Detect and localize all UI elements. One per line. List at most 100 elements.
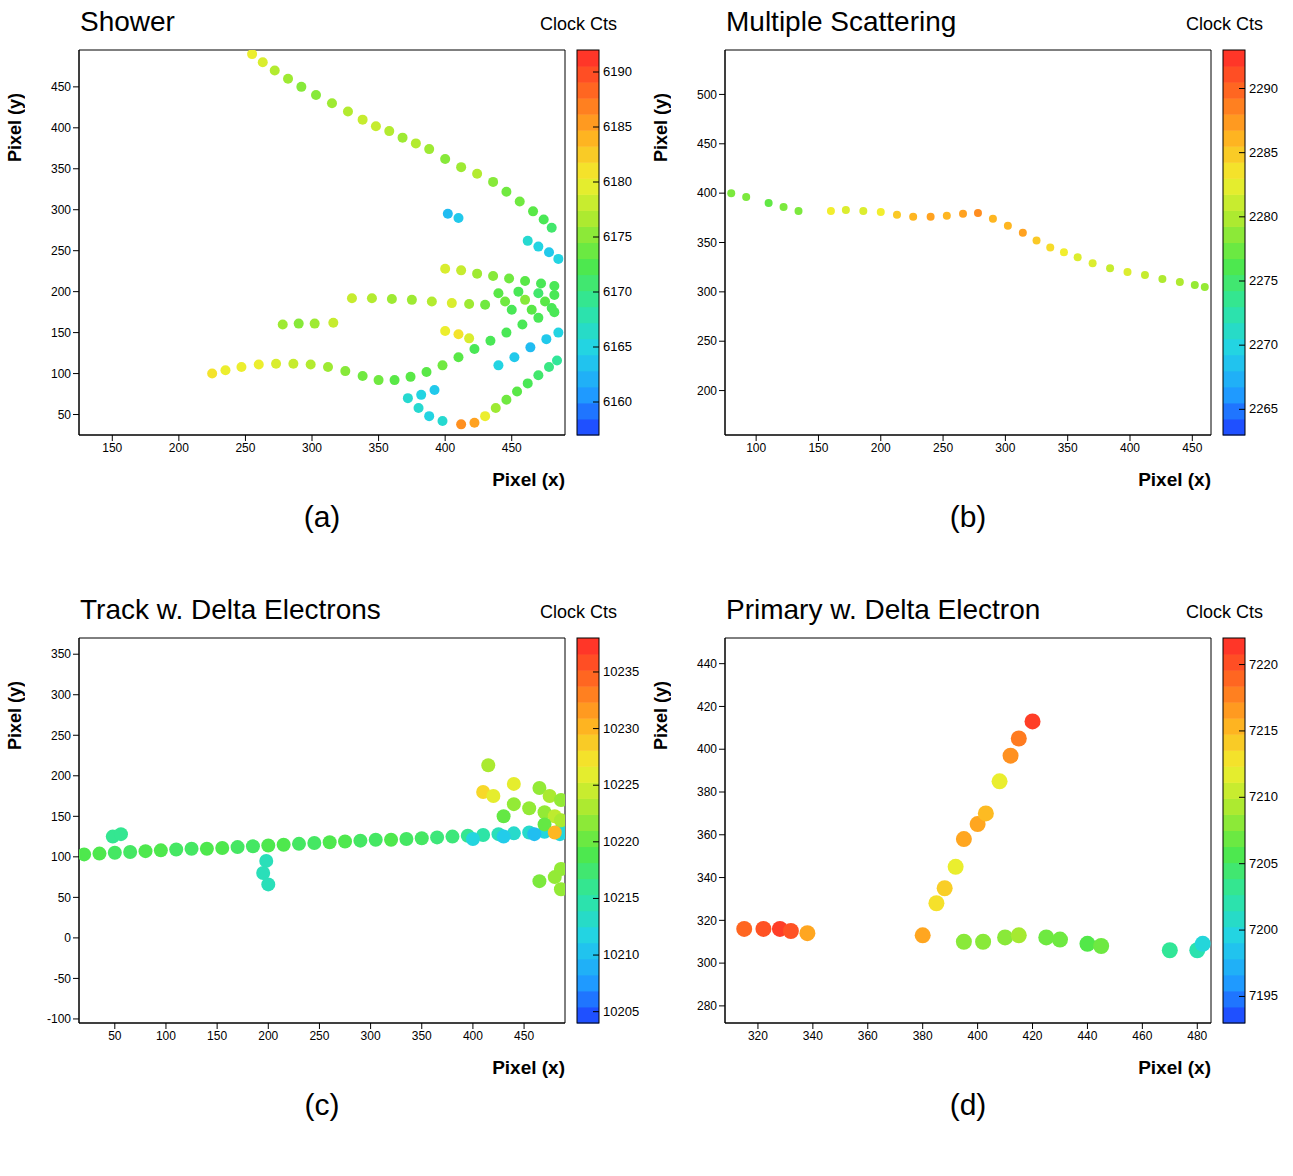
svg-text:460: 460	[1132, 1029, 1152, 1043]
svg-text:7200: 7200	[1249, 922, 1278, 937]
svg-text:2280: 2280	[1249, 209, 1278, 224]
svg-text:2290: 2290	[1249, 81, 1278, 96]
svg-text:150: 150	[51, 810, 71, 824]
svg-text:320: 320	[748, 1029, 768, 1043]
svg-text:400: 400	[463, 1029, 483, 1043]
svg-text:150: 150	[808, 441, 828, 455]
svg-text:250: 250	[235, 441, 255, 455]
svg-text:200: 200	[51, 285, 71, 299]
svg-text:-100: -100	[47, 1012, 71, 1026]
svg-text:380: 380	[913, 1029, 933, 1043]
html-text:(c): (c)	[304, 1088, 340, 1121]
svg-text:100: 100	[746, 441, 766, 455]
svg-text:250: 250	[51, 729, 71, 743]
svg-text:420: 420	[697, 700, 717, 714]
svg-text:300: 300	[697, 956, 717, 970]
svg-text:10210: 10210	[603, 947, 639, 962]
svg-text:2285: 2285	[1249, 145, 1278, 160]
svg-text:6175: 6175	[603, 229, 632, 244]
svg-text:10215: 10215	[603, 890, 639, 905]
svg-text:7220: 7220	[1249, 657, 1278, 672]
svg-text:320: 320	[697, 914, 717, 928]
svg-text:2265: 2265	[1249, 401, 1278, 416]
svg-text:300: 300	[995, 441, 1015, 455]
svg-text:7210: 7210	[1249, 789, 1278, 804]
svg-text:300: 300	[697, 285, 717, 299]
svg-text:7195: 7195	[1249, 988, 1278, 1003]
svg-text:440: 440	[697, 657, 717, 671]
svg-text:350: 350	[697, 236, 717, 250]
svg-text:200: 200	[697, 384, 717, 398]
svg-text:350: 350	[1058, 441, 1078, 455]
html-text:(b): (b)	[949, 500, 987, 533]
svg-text:250: 250	[309, 1029, 329, 1043]
svg-text:400: 400	[968, 1029, 988, 1043]
svg-text:400: 400	[697, 742, 717, 756]
svg-text:150: 150	[51, 326, 71, 340]
svg-text:50: 50	[58, 408, 72, 422]
svg-text:450: 450	[51, 80, 71, 94]
svg-text:200: 200	[169, 441, 189, 455]
svg-text:340: 340	[803, 1029, 823, 1043]
svg-text:300: 300	[302, 441, 322, 455]
svg-text:100: 100	[51, 367, 71, 381]
svg-text:400: 400	[697, 186, 717, 200]
html-text:(d): (d)	[949, 1088, 987, 1121]
svg-text:450: 450	[1182, 441, 1202, 455]
svg-text:250: 250	[933, 441, 953, 455]
svg-text:350: 350	[369, 441, 389, 455]
svg-text:-50: -50	[54, 972, 72, 986]
html-text:Multiple Scattering: Multiple Scattering	[726, 6, 957, 37]
svg-text:400: 400	[51, 121, 71, 135]
svg-text:10220: 10220	[603, 834, 639, 849]
svg-text:420: 420	[1023, 1029, 1043, 1043]
svg-text:10205: 10205	[603, 1004, 639, 1019]
svg-text:500: 500	[697, 88, 717, 102]
html-text:Shower: Shower	[80, 6, 175, 37]
svg-text:10235: 10235	[603, 664, 639, 679]
svg-text:340: 340	[697, 871, 717, 885]
svg-text:6160: 6160	[603, 394, 632, 409]
svg-text:200: 200	[871, 441, 891, 455]
svg-text:350: 350	[51, 162, 71, 176]
svg-text:250: 250	[697, 334, 717, 348]
svg-text:6185: 6185	[603, 119, 632, 134]
svg-text:200: 200	[51, 769, 71, 783]
svg-text:400: 400	[435, 441, 455, 455]
svg-text:440: 440	[1077, 1029, 1097, 1043]
svg-text:7215: 7215	[1249, 723, 1278, 738]
svg-text:50: 50	[108, 1029, 122, 1043]
svg-text:6180: 6180	[603, 174, 632, 189]
svg-text:450: 450	[502, 441, 522, 455]
html-text:(a): (a)	[303, 500, 341, 533]
svg-text:2270: 2270	[1249, 337, 1278, 352]
svg-text:350: 350	[51, 647, 71, 661]
svg-text:10230: 10230	[603, 721, 639, 736]
svg-text:360: 360	[697, 828, 717, 842]
svg-text:7205: 7205	[1249, 856, 1278, 871]
svg-text:6165: 6165	[603, 339, 632, 354]
svg-text:250: 250	[51, 244, 71, 258]
svg-text:360: 360	[858, 1029, 878, 1043]
svg-text:6190: 6190	[603, 64, 632, 79]
svg-text:350: 350	[412, 1029, 432, 1043]
svg-text:2275: 2275	[1249, 273, 1278, 288]
svg-text:300: 300	[361, 1029, 381, 1043]
svg-text:380: 380	[697, 785, 717, 799]
svg-text:100: 100	[51, 850, 71, 864]
svg-text:0: 0	[64, 931, 71, 945]
svg-text:400: 400	[1120, 441, 1140, 455]
svg-text:50: 50	[58, 891, 72, 905]
svg-text:150: 150	[102, 441, 122, 455]
svg-text:450: 450	[697, 137, 717, 151]
svg-text:100: 100	[156, 1029, 176, 1043]
svg-text:300: 300	[51, 203, 71, 217]
svg-text:150: 150	[207, 1029, 227, 1043]
svg-text:450: 450	[514, 1029, 534, 1043]
svg-text:280: 280	[697, 999, 717, 1013]
svg-text:480: 480	[1187, 1029, 1207, 1043]
svg-text:300: 300	[51, 688, 71, 702]
svg-text:6170: 6170	[603, 284, 632, 299]
svg-text:200: 200	[258, 1029, 278, 1043]
svg-text:10225: 10225	[603, 777, 639, 792]
